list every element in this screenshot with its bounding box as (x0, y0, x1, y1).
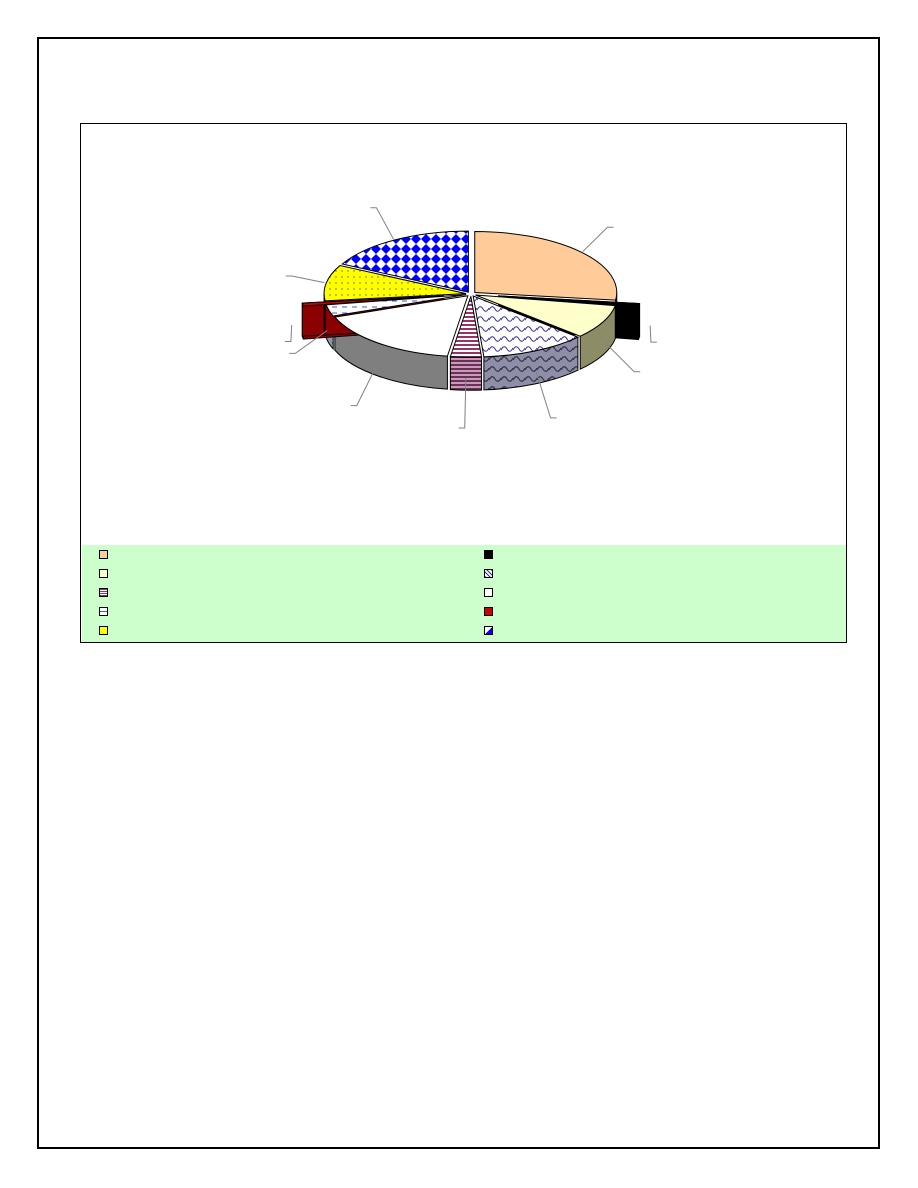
legend-swatch (99, 549, 108, 559)
pie-slice-3 (475, 294, 617, 337)
pie-slice-2 (498, 295, 641, 308)
legend-swatch (484, 606, 493, 616)
legend-swatch (484, 587, 493, 597)
pie-slice-9 (323, 265, 467, 302)
legend-swatch (484, 625, 493, 635)
leader-line-6 (350, 363, 378, 407)
legend-swatch (484, 568, 493, 578)
legend-swatch (484, 549, 493, 559)
legend-item-5 (99, 585, 114, 599)
pie-slice-10 (341, 230, 469, 293)
leader-line-8 (284, 325, 293, 343)
leader-line-3 (604, 341, 641, 373)
leader-lines (284, 207, 657, 429)
legend-item-8 (484, 604, 499, 618)
leader-line-7 (289, 330, 328, 354)
leader-line-10 (370, 207, 394, 240)
pie-slice-6 (333, 295, 469, 357)
legend-swatch (99, 568, 108, 578)
legend-item-2 (484, 547, 499, 561)
pie-chart (284, 207, 657, 429)
leader-line-5 (458, 377, 467, 429)
legend-item-10 (484, 623, 499, 637)
pie-slice-8 (301, 295, 444, 307)
legend-item-4 (484, 566, 499, 580)
legend-item-1 (99, 547, 114, 561)
legend-item-7 (99, 604, 114, 618)
legend-item-6 (484, 585, 499, 599)
legend-swatch (99, 625, 108, 635)
pie-slice-5 (449, 296, 483, 358)
legend-swatch (99, 587, 108, 597)
leader-line-2 (649, 325, 657, 343)
leader-line-1 (582, 226, 614, 252)
chart-area (80, 123, 847, 643)
legend (82, 545, 846, 642)
pie-slice-1 (474, 231, 618, 301)
page-border (37, 37, 880, 1149)
legend-item-3 (99, 566, 114, 580)
leader-line-4 (535, 371, 557, 419)
legend-swatch (99, 606, 108, 616)
leader-line-9 (285, 275, 325, 284)
legend-item-9 (99, 623, 114, 637)
pie-slices (301, 230, 641, 391)
pie-slice-4 (472, 295, 580, 358)
